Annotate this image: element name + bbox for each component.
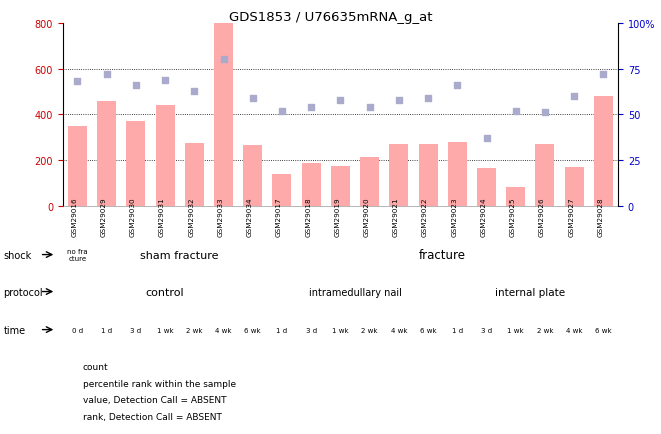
Text: internal plate: internal plate: [495, 287, 565, 297]
Bar: [477, 168, 496, 206]
Text: time: time: [3, 325, 25, 335]
Text: GSM29026: GSM29026: [539, 197, 545, 237]
Point: [277, 108, 288, 115]
Text: 0 d: 0 d: [72, 327, 83, 333]
Text: GSM29022: GSM29022: [422, 197, 428, 237]
Text: intramedullary nail: intramedullary nail: [309, 287, 401, 297]
Point: [393, 97, 404, 104]
Text: value, Detection Call = ABSENT: value, Detection Call = ABSENT: [83, 395, 226, 404]
Text: GSM29027: GSM29027: [568, 197, 574, 237]
Text: shock: shock: [3, 250, 32, 260]
Bar: [68, 126, 87, 206]
Text: 2 wk: 2 wk: [186, 327, 202, 333]
Text: GDS1853 / U76635mRNA_g_at: GDS1853 / U76635mRNA_g_at: [229, 11, 432, 24]
Point: [510, 108, 521, 115]
Text: 4 wk: 4 wk: [391, 327, 407, 333]
Point: [247, 95, 258, 102]
Point: [101, 72, 112, 79]
Text: percentile rank within the sample: percentile rank within the sample: [83, 379, 236, 388]
Text: 1 d: 1 d: [451, 327, 463, 333]
Point: [423, 95, 434, 102]
Text: GSM29020: GSM29020: [364, 197, 369, 237]
Text: GSM29021: GSM29021: [393, 197, 399, 237]
Bar: [301, 164, 321, 206]
Text: 4 wk: 4 wk: [215, 327, 232, 333]
Point: [335, 97, 346, 104]
Text: control: control: [146, 287, 184, 297]
Text: GSM29031: GSM29031: [159, 197, 165, 237]
Text: no fra
cture: no fra cture: [67, 249, 88, 261]
Text: fracture: fracture: [419, 249, 466, 261]
Text: 6 wk: 6 wk: [245, 327, 261, 333]
Text: 4 wk: 4 wk: [566, 327, 582, 333]
Bar: [506, 188, 525, 206]
Point: [131, 82, 141, 89]
Text: GSM29033: GSM29033: [217, 197, 223, 237]
Text: GSM29032: GSM29032: [188, 197, 194, 237]
Text: GSM29024: GSM29024: [481, 197, 486, 237]
Text: 1 wk: 1 wk: [508, 327, 524, 333]
Text: 1 wk: 1 wk: [332, 327, 349, 333]
Point: [189, 88, 200, 95]
Text: GSM29017: GSM29017: [276, 197, 282, 237]
Text: GSM29023: GSM29023: [451, 197, 457, 237]
Bar: [447, 142, 467, 206]
Bar: [155, 106, 175, 206]
Text: 3 d: 3 d: [481, 327, 492, 333]
Bar: [126, 122, 145, 206]
Text: 1 d: 1 d: [276, 327, 288, 333]
Text: GSM29034: GSM29034: [247, 197, 253, 237]
Text: GSM29030: GSM29030: [130, 197, 136, 237]
Point: [160, 77, 171, 84]
Text: GSM29016: GSM29016: [71, 197, 77, 237]
Text: GSM29019: GSM29019: [334, 197, 340, 237]
Text: 2 wk: 2 wk: [362, 327, 378, 333]
Bar: [360, 157, 379, 206]
Point: [218, 57, 229, 64]
Bar: [594, 97, 613, 206]
Text: rank, Detection Call = ABSENT: rank, Detection Call = ABSENT: [83, 412, 221, 421]
Point: [72, 79, 83, 85]
Text: 2 wk: 2 wk: [537, 327, 553, 333]
Bar: [331, 166, 350, 206]
Point: [481, 135, 492, 142]
Text: GSM29028: GSM29028: [598, 197, 603, 237]
Point: [598, 72, 609, 79]
Text: 6 wk: 6 wk: [595, 327, 611, 333]
Point: [539, 110, 550, 117]
Text: sham fracture: sham fracture: [140, 250, 219, 260]
Point: [306, 104, 317, 111]
Text: 3 d: 3 d: [130, 327, 141, 333]
Text: GSM29025: GSM29025: [510, 197, 516, 237]
Text: count: count: [83, 362, 108, 371]
Text: 1 d: 1 d: [101, 327, 112, 333]
Text: 1 wk: 1 wk: [157, 327, 173, 333]
Text: 6 wk: 6 wk: [420, 327, 436, 333]
Bar: [97, 101, 116, 206]
Point: [452, 82, 463, 89]
Bar: [243, 146, 262, 206]
Bar: [535, 145, 555, 206]
Bar: [418, 145, 438, 206]
Text: protocol: protocol: [3, 287, 43, 297]
Bar: [185, 144, 204, 206]
Bar: [564, 168, 584, 206]
Point: [569, 93, 580, 100]
Bar: [214, 24, 233, 206]
Point: [364, 104, 375, 111]
Bar: [389, 145, 408, 206]
Text: GSM29029: GSM29029: [100, 197, 106, 237]
Bar: [272, 174, 292, 206]
Text: GSM29018: GSM29018: [305, 197, 311, 237]
Text: 3 d: 3 d: [305, 327, 317, 333]
